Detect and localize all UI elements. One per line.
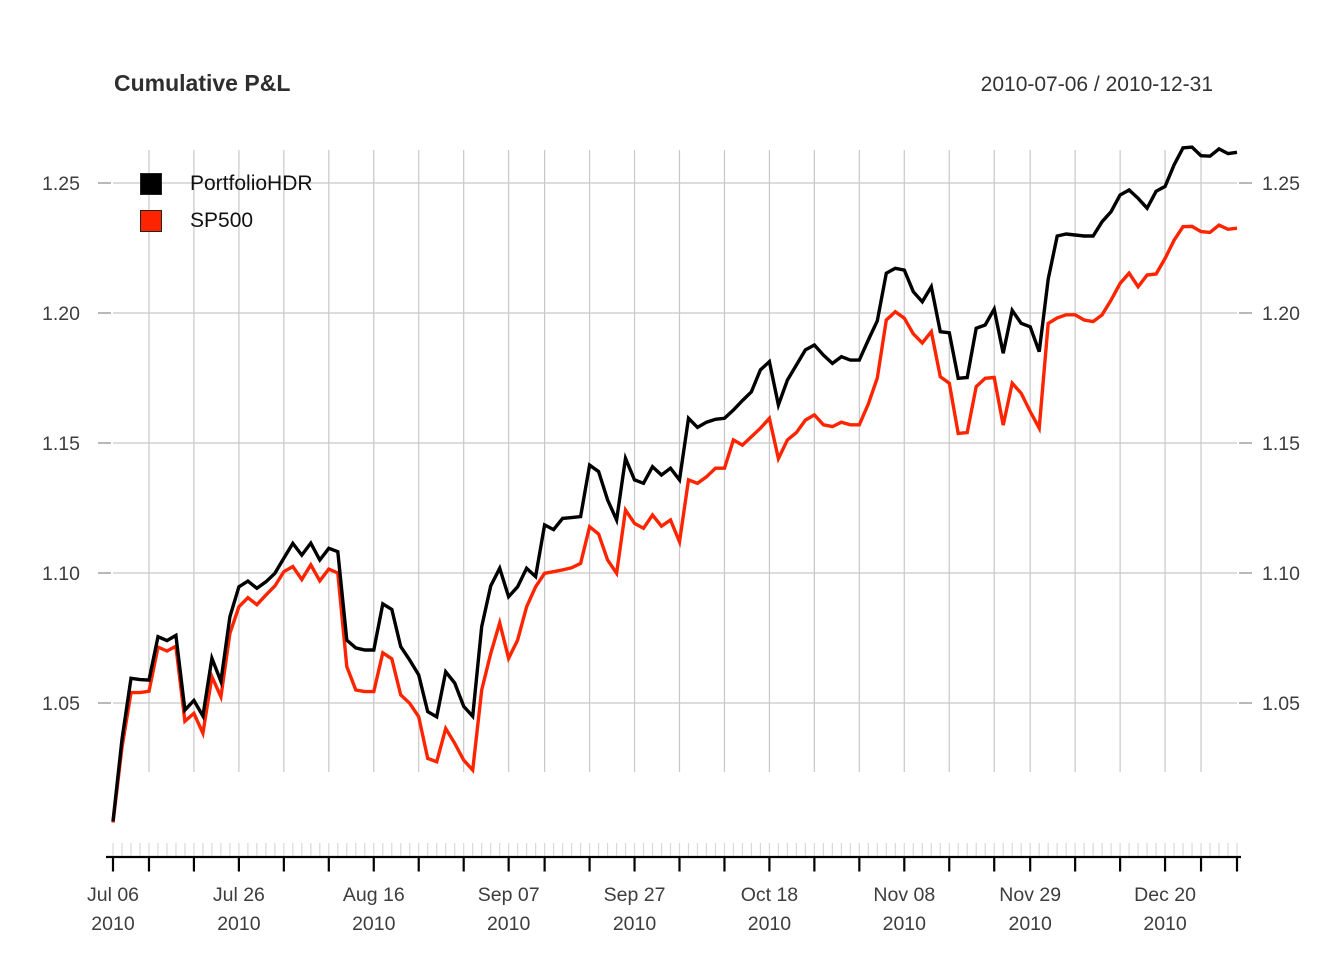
y-axis-label-right: 1.05: [1262, 693, 1300, 715]
x-axis-label-year: 2010: [352, 913, 396, 935]
y-axis-label-right: 1.20: [1262, 303, 1300, 325]
x-axis-label-year: 2010: [487, 913, 531, 935]
x-axis-label-year: 2010: [217, 913, 261, 935]
series-line-sp500: [111, 223, 1238, 823]
x-axis-label-year: 2010: [91, 913, 135, 935]
x-axis-label: Nov 08: [873, 884, 935, 906]
x-axis-label-year: 2010: [1008, 913, 1052, 935]
legend-label-sp500: SP500: [190, 208, 254, 232]
y-axis-label-left: 1.20: [42, 303, 80, 325]
legend-swatch-portfoliohdr: [140, 172, 162, 195]
x-axis-label: Dec 20: [1134, 884, 1196, 906]
legend-item-portfoliohdr: PortfolioHDR: [140, 165, 313, 202]
x-axis-label-year: 2010: [748, 913, 792, 935]
y-axis-label-left: 1.10: [42, 563, 80, 585]
x-axis-label-year: 2010: [883, 913, 927, 935]
y-axis-label-right: 1.25: [1262, 173, 1300, 195]
legend-swatch-sp500: [140, 209, 162, 232]
x-axis-label: Sep 27: [604, 884, 666, 906]
chart-title: Cumulative P&L: [114, 70, 291, 96]
series-line-portfoliohdr: [111, 145, 1238, 822]
x-axis-label: Sep 07: [478, 884, 540, 906]
x-axis-label-year: 2010: [1143, 913, 1187, 935]
y-axis-label-right: 1.10: [1262, 563, 1300, 585]
y-axis-label-left: 1.25: [42, 173, 80, 195]
y-axis-label-left: 1.15: [42, 433, 80, 455]
x-axis-label: Jul 06: [87, 884, 139, 906]
x-axis-label: Jul 26: [213, 884, 265, 906]
y-axis-label-left: 1.05: [42, 693, 80, 715]
date-range: 2010-07-06 / 2010-12-31: [980, 73, 1213, 96]
x-axis-label: Nov 29: [999, 884, 1061, 906]
legend-item-sp500: SP500: [140, 202, 313, 239]
y-axis-label-right: 1.15: [1262, 433, 1300, 455]
x-axis-label-year: 2010: [613, 913, 657, 935]
legend: PortfolioHDR SP500: [140, 165, 313, 239]
x-axis-label: Aug 16: [343, 884, 405, 906]
x-axis-label: Oct 18: [741, 884, 798, 906]
legend-label-portfoliohdr: PortfolioHDR: [190, 171, 313, 195]
